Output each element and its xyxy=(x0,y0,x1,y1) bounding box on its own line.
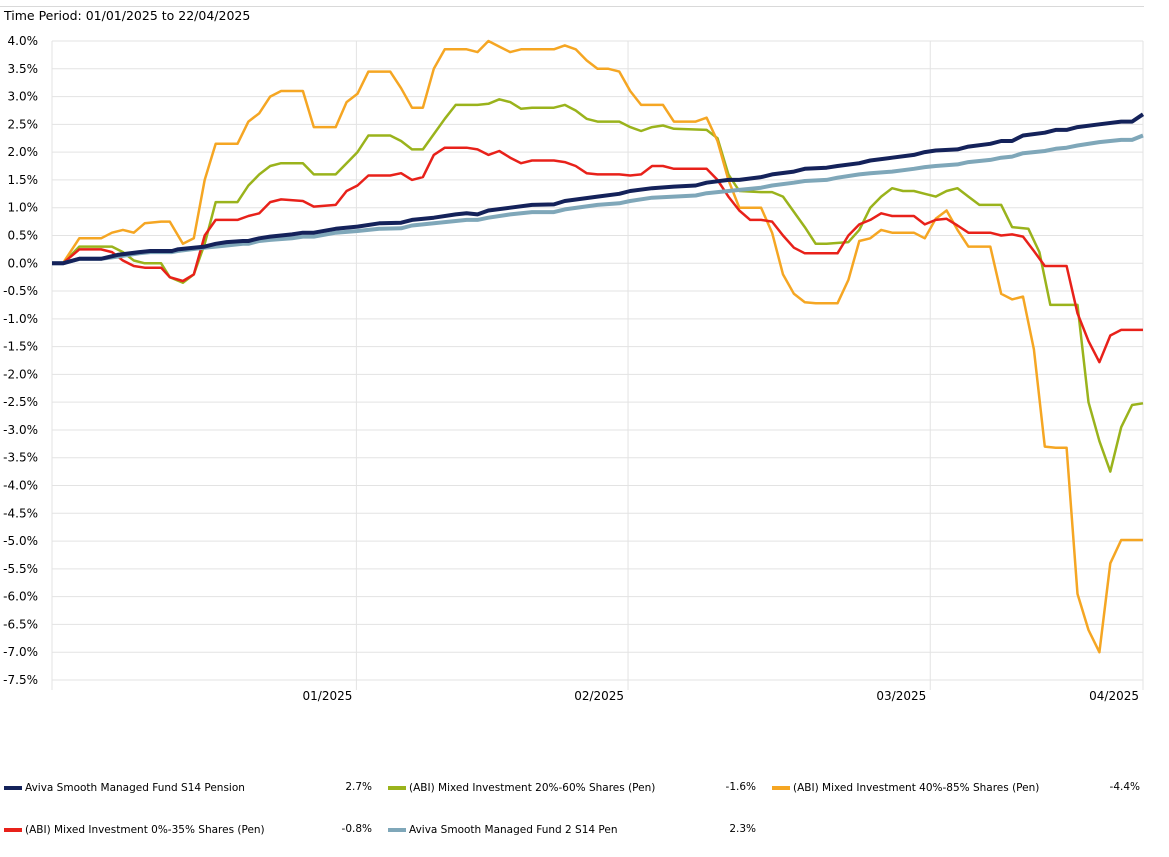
legend-label: Aviva Smooth Managed Fund 2 S14 Pen xyxy=(409,824,618,836)
y-tick-label: -2.0% xyxy=(3,367,38,381)
y-tick-label: -1.5% xyxy=(3,340,38,354)
y-tick-label: 4.0% xyxy=(8,34,39,48)
legend-label: Aviva Smooth Managed Fund S14 Pension xyxy=(25,782,245,794)
y-tick-label: 0.5% xyxy=(8,228,39,242)
legend-label: (ABI) Mixed Investment 0%-35% Shares (Pe… xyxy=(25,824,265,836)
time-period-label: Time Period: 01/01/2025 to 22/04/2025 xyxy=(4,8,251,23)
series-line xyxy=(52,112,1145,266)
legend-value: -4.4% xyxy=(1109,781,1140,793)
top-divider xyxy=(0,6,1144,7)
y-tick-label: -6.5% xyxy=(3,617,38,631)
y-tick-label: 1.0% xyxy=(8,201,39,215)
legend-item: (ABI) Mixed Investment 20%-60% Shares (P… xyxy=(388,780,655,796)
x-tick-label: 03/2025 xyxy=(876,689,926,703)
series-line xyxy=(52,39,1143,654)
legend-item: (ABI) Mixed Investment 0%-35% Shares (Pe… xyxy=(4,822,265,838)
y-tick-label: -1.0% xyxy=(3,312,38,326)
legend-value: -1.6% xyxy=(725,781,756,793)
legend-swatch xyxy=(4,786,22,790)
y-tick-label: -4.5% xyxy=(3,506,38,520)
legend-value: 2.7% xyxy=(345,781,372,793)
legend-item: Aviva Smooth Managed Fund 2 S14 Pen xyxy=(388,822,617,838)
y-tick-label: -7.5% xyxy=(3,673,38,687)
series-line xyxy=(52,98,1144,473)
y-tick-label: -0.5% xyxy=(3,284,38,298)
legend-label: (ABI) Mixed Investment 40%-85% Shares (P… xyxy=(793,782,1040,794)
y-tick-label: -5.0% xyxy=(3,534,38,548)
legend-value: -0.8% xyxy=(341,823,372,835)
legend-value: 2.3% xyxy=(729,823,756,835)
y-tick-label: 0.0% xyxy=(8,256,39,270)
y-tick-label: 2.5% xyxy=(8,117,39,131)
legend-label: (ABI) Mixed Investment 20%-60% Shares (P… xyxy=(409,782,656,794)
y-tick-label: 3.5% xyxy=(8,62,39,76)
x-tick-label: 01/2025 xyxy=(303,689,353,703)
performance-line-chart: 4.0% 3.5% 3.0% 2.5% 2.0% 1.5% 1.0% 0.5% 0.0% -0.5… xyxy=(3,34,1145,703)
y-tick-label: -6.0% xyxy=(3,590,38,604)
y-tick-label: -2.5% xyxy=(3,395,38,409)
series-line xyxy=(52,133,1144,266)
y-tick-label: -5.5% xyxy=(3,562,38,576)
legend-item: Aviva Smooth Managed Fund S14 Pension xyxy=(4,780,245,796)
legend-swatch xyxy=(4,828,22,832)
y-tick-label: 3.0% xyxy=(8,90,39,104)
y-tick-label: 1.5% xyxy=(8,173,39,187)
x-tick-label: 04/2025 xyxy=(1089,689,1139,703)
legend-swatch xyxy=(772,786,790,790)
x-tick-label: 02/2025 xyxy=(574,689,624,703)
legend-swatch xyxy=(388,828,406,832)
y-tick-label: -4.0% xyxy=(3,479,38,493)
y-tick-label: -3.5% xyxy=(3,451,38,465)
legend-item: (ABI) Mixed Investment 40%-85% Shares (P… xyxy=(772,780,1039,796)
legend-swatch xyxy=(388,786,406,790)
series-line xyxy=(52,146,1143,364)
y-tick-label: 2.0% xyxy=(8,145,39,159)
y-tick-label: -3.0% xyxy=(3,423,38,437)
y-tick-label: -7.0% xyxy=(3,645,38,659)
